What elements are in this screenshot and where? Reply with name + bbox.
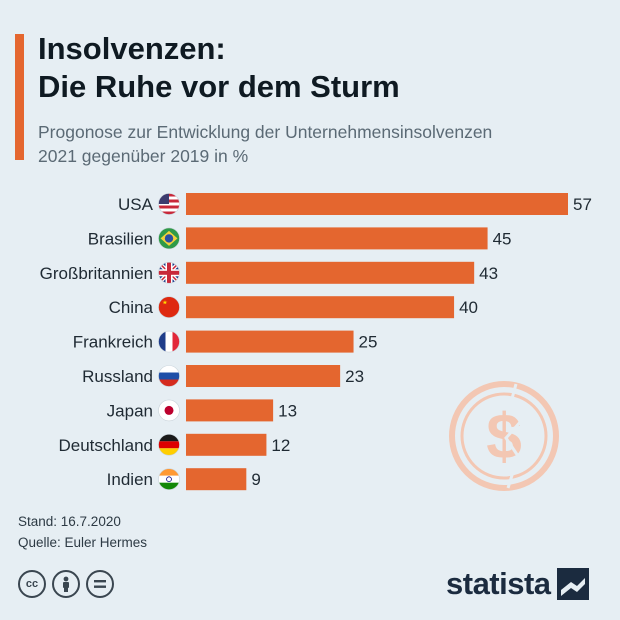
japan-flag-icon — [158, 399, 180, 421]
category-label: Russland — [82, 367, 153, 386]
france-flag-icon — [158, 331, 180, 353]
bar — [186, 399, 274, 422]
data-label: 40 — [459, 298, 478, 317]
title-accent-bar — [15, 34, 24, 160]
bar — [186, 261, 475, 284]
russia-flag-icon — [158, 365, 180, 387]
india-flag-icon — [158, 468, 180, 490]
germany-flag-icon — [158, 434, 180, 456]
category-label: Großbritannien — [40, 264, 153, 283]
statista-logo[interactable]: statista — [446, 566, 589, 602]
chart-subtitle: Progonose zur Entwicklung der Unternehme… — [38, 120, 598, 168]
title-line-1: Insolvenzen: — [38, 31, 226, 66]
category-label: Deutschland — [58, 436, 153, 455]
uk-flag-icon — [158, 262, 180, 284]
date-note: Stand: 16.7.2020 — [18, 514, 121, 529]
data-label: 45 — [493, 229, 512, 248]
us-flag-icon — [158, 193, 180, 215]
brand-name: statista — [446, 566, 551, 601]
data-label: 12 — [271, 436, 290, 455]
subtitle-line-1: Progonose zur Entwicklung der Unternehme… — [38, 122, 493, 142]
bar — [186, 193, 568, 215]
source-note: Quelle: Euler Hermes — [18, 535, 148, 550]
brazil-flag-icon — [158, 227, 180, 249]
statista-mark-icon — [556, 568, 589, 600]
data-label: 57 — [573, 195, 592, 214]
title-line-2: Die Ruhe vor dem Sturm — [38, 69, 400, 104]
category-label: Frankreich — [73, 333, 153, 352]
bar — [186, 330, 354, 353]
data-label: 9 — [251, 470, 260, 489]
bar — [186, 227, 488, 250]
category-label: Brasilien — [88, 229, 153, 248]
bar — [186, 433, 267, 456]
category-label: Japan — [107, 401, 153, 420]
china-flag-icon — [158, 296, 180, 318]
bar — [186, 296, 455, 319]
category-label: China — [109, 298, 154, 317]
data-label: 43 — [479, 264, 498, 283]
by-person-icon[interactable] — [52, 570, 80, 598]
cc-icon[interactable]: cc — [18, 570, 46, 598]
data-label: 25 — [359, 333, 378, 352]
data-label: 23 — [345, 367, 364, 386]
bar — [186, 365, 341, 387]
category-label: Indien — [107, 470, 153, 489]
category-label: USA — [118, 195, 154, 214]
license-icons: cc — [18, 570, 114, 598]
cracked-dollar-coin-icon: $ — [449, 381, 559, 491]
bar — [186, 468, 247, 491]
subtitle-line-2: 2021 gegenüber 2019 in % — [38, 146, 249, 166]
data-label: 13 — [278, 401, 297, 420]
chart-title: Insolvenzen: Die Ruhe vor dem Sturm — [38, 30, 598, 106]
nd-equals-icon[interactable] — [86, 570, 114, 598]
